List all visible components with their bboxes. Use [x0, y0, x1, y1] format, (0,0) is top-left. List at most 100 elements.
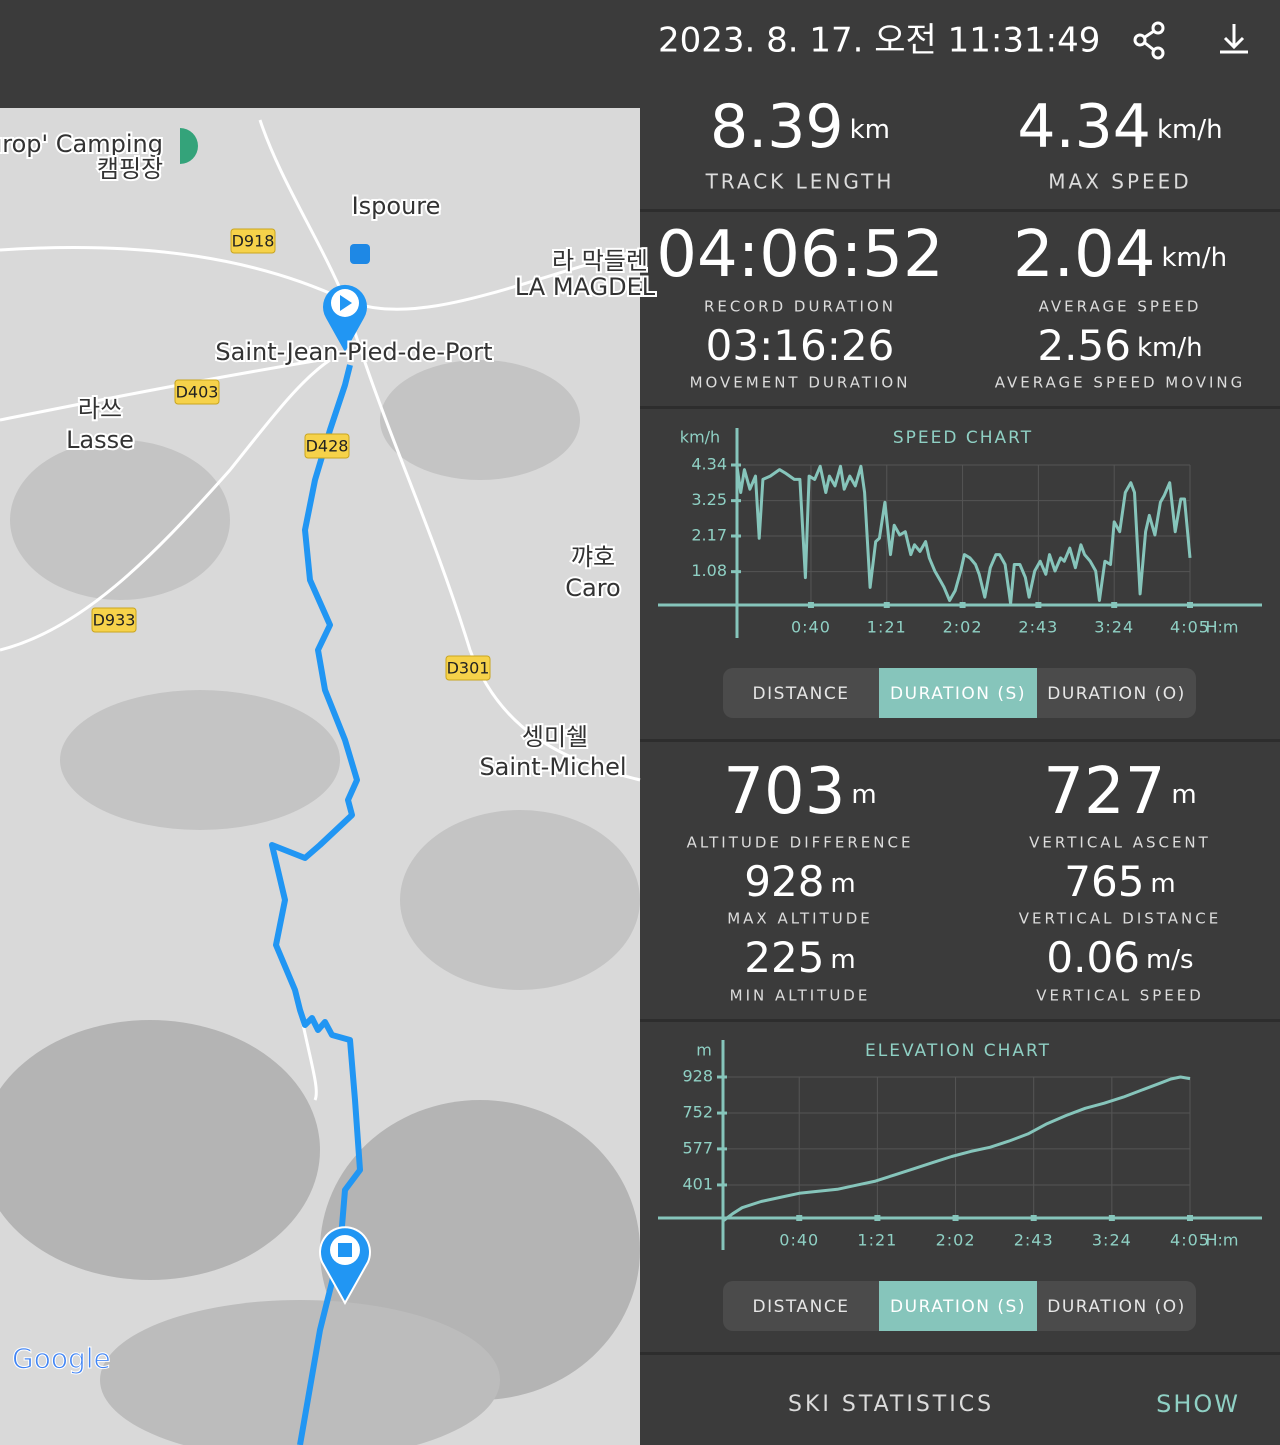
stat-label: VERTICAL DISTANCE: [1019, 910, 1221, 928]
road-label: D428: [306, 437, 349, 456]
show-button[interactable]: SHOW: [1156, 1390, 1240, 1418]
download-button[interactable]: [1220, 24, 1248, 54]
y-tick-label: 577: [682, 1138, 713, 1157]
chart-title: ELEVATION CHART: [865, 1041, 1051, 1061]
stat-number: 928: [744, 857, 824, 906]
stat-number: 2.56: [1037, 321, 1131, 370]
x-tick-label: 2:02: [943, 618, 983, 637]
x-tick-label: 0:40: [779, 1231, 819, 1250]
stat-unit: km/h: [1137, 333, 1203, 363]
y-tick-label: 928: [682, 1067, 713, 1086]
road-badge: [445, 655, 491, 681]
tab-option[interactable]: DURATION (O): [1047, 684, 1186, 704]
stat-unit: m: [1150, 869, 1175, 899]
top-bar: [0, 0, 1280, 108]
x-axis-unit: H:m: [1205, 618, 1238, 637]
datetime: 2023. 8. 17. 오전 11:31:49: [658, 21, 1100, 61]
stat-label: MAX ALTITUDE: [727, 910, 873, 928]
end-marker[interactable]: [319, 1226, 371, 1306]
tab-option[interactable]: DURATION (S): [890, 684, 1026, 704]
map-label: 라쓰: [78, 395, 122, 423]
x-tick-label: 2:43: [1014, 1231, 1054, 1250]
stat-unit: m: [1171, 780, 1196, 810]
stat-number: 03:16:26: [706, 321, 895, 370]
road-label: D918: [232, 232, 275, 251]
stat-number: 765: [1064, 857, 1144, 906]
stat-value: 225 m: [744, 933, 856, 982]
road-label: D301: [447, 659, 490, 678]
data-line: [722, 1075, 1191, 1223]
stat-label: MIN ALTITUDE: [730, 987, 871, 1005]
chart-title: SPEED CHART: [893, 428, 1033, 448]
data-line: [735, 464, 1192, 606]
stat-unit: m: [830, 869, 855, 899]
x-tick-label: 2:02: [936, 1231, 976, 1250]
road-badge: [304, 433, 350, 459]
stat-unit: km: [850, 115, 890, 145]
road-label: D403: [176, 383, 219, 402]
map-label: Lasse: [66, 426, 134, 454]
y-axis-unit: m: [696, 1041, 712, 1060]
x-tick-label: 0:40: [791, 618, 831, 637]
stat-label: AVERAGE SPEED MOVING: [995, 374, 1246, 392]
stat-label: VERTICAL SPEED: [1036, 987, 1204, 1005]
stat-number: 727: [1043, 755, 1165, 829]
map-label: 라 막들렌: [552, 247, 648, 275]
stat-number: 2.04: [1013, 218, 1156, 292]
stat-value: 03:16:26: [706, 321, 895, 370]
road-badge: [174, 379, 220, 405]
stat-unit: m: [851, 780, 876, 810]
stat-unit: km/h: [1157, 115, 1223, 145]
stat-label: TRACK LENGTH: [705, 170, 895, 194]
map-label: Ispoure: [352, 192, 441, 220]
y-tick-label: 4.34: [691, 455, 727, 474]
y-tick-label: 752: [682, 1103, 713, 1122]
y-tick-label: 401: [682, 1174, 713, 1193]
camping-icon: [180, 128, 198, 176]
stat-label: MAX SPEED: [1048, 170, 1191, 194]
terrain: [0, 360, 640, 1445]
stat-value: 2.56 km/h: [1037, 321, 1202, 370]
share-button[interactable]: [1133, 21, 1165, 60]
stat-label: MOVEMENT DURATION: [690, 374, 911, 392]
map-label: LA MAGDEL: [515, 273, 656, 301]
stat-value: 727 m: [1043, 755, 1196, 829]
y-axis-unit: km/h: [680, 428, 720, 447]
stat-number: 703: [723, 755, 845, 829]
y-tick-label: 2.17: [691, 526, 727, 545]
x-tick-label: 1:21: [857, 1231, 897, 1250]
stat-label: VERTICAL ASCENT: [1029, 834, 1211, 852]
stat-value: 928 m: [744, 857, 856, 906]
stat-label: RECORD DURATION: [704, 298, 896, 316]
y-tick-label: 1.08: [691, 561, 727, 580]
tab-option[interactable]: DISTANCE: [753, 1297, 850, 1317]
x-tick-label: 3:24: [1092, 1231, 1132, 1250]
stat-number: 8.39: [710, 92, 844, 162]
x-tick-label: 2:43: [1018, 618, 1058, 637]
start-marker[interactable]: [323, 284, 368, 352]
map[interactable]: [0, 108, 641, 1445]
stat-number: 4.34: [1017, 92, 1151, 162]
tab-active[interactable]: [879, 668, 1037, 718]
station-icon: [350, 244, 370, 264]
y-tick-label: 3.25: [691, 490, 727, 509]
stat-value: 765 m: [1064, 857, 1176, 906]
tab-option[interactable]: DISTANCE: [753, 684, 850, 704]
separators: [640, 209, 1280, 1355]
stat-unit: m/s: [1146, 945, 1194, 975]
map-label: 꺄호: [571, 543, 615, 571]
stat-label: ALTITUDE DIFFERENCE: [687, 834, 914, 852]
stat-label: AVERAGE SPEED: [1039, 298, 1202, 316]
stat-value: 0.06 m/s: [1046, 933, 1193, 982]
route: [269, 364, 363, 1445]
tab-active[interactable]: [879, 1281, 1037, 1331]
map-label: Saint-Michel: [479, 753, 626, 781]
map-label: Caro: [565, 574, 621, 602]
tab-option[interactable]: DURATION (O): [1047, 1297, 1186, 1317]
stat-value: 8.39 km: [710, 92, 890, 162]
map-label: Saint-Jean-Pied-de-Port: [215, 338, 492, 366]
x-tick-label: 4:05: [1170, 618, 1210, 637]
stat-number: 225: [744, 933, 824, 982]
tab-option[interactable]: DURATION (S): [890, 1297, 1026, 1317]
